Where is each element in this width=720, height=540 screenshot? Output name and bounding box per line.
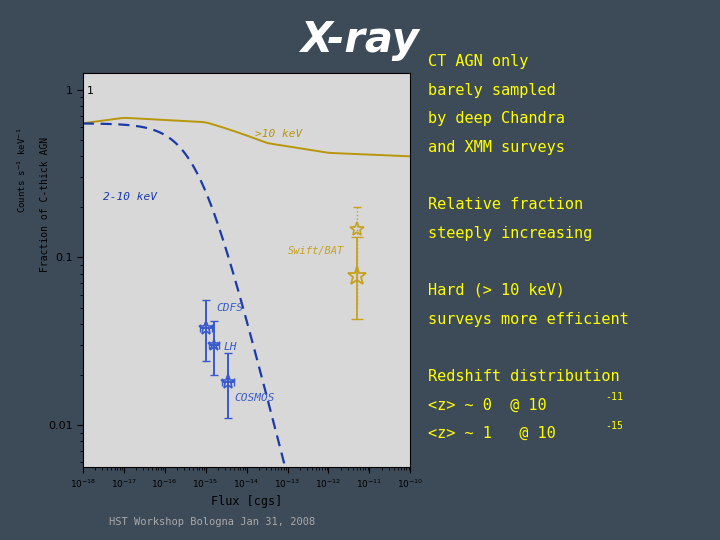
Text: barely sampled: barely sampled bbox=[428, 83, 556, 98]
Text: X-ray: X-ray bbox=[300, 19, 420, 61]
Text: Swift/BAT: Swift/BAT bbox=[287, 246, 344, 256]
Text: -11: -11 bbox=[605, 392, 623, 402]
Text: Relative fraction: Relative fraction bbox=[428, 197, 583, 212]
Text: Hard (> 10 keV): Hard (> 10 keV) bbox=[428, 283, 565, 298]
Text: COSMOS: COSMOS bbox=[234, 393, 275, 403]
Text: <z> ~ 0  @ 10: <z> ~ 0 @ 10 bbox=[428, 397, 547, 413]
Text: 2-10 keV: 2-10 keV bbox=[103, 192, 157, 202]
Text: surveys more efficient: surveys more efficient bbox=[428, 312, 629, 327]
Text: LH: LH bbox=[224, 342, 238, 352]
Text: 1: 1 bbox=[87, 86, 94, 96]
Text: by deep Chandra: by deep Chandra bbox=[428, 111, 565, 126]
Text: CDFS: CDFS bbox=[216, 303, 243, 313]
Text: steeply increasing: steeply increasing bbox=[428, 226, 593, 241]
X-axis label: Flux [cgs]: Flux [cgs] bbox=[211, 496, 282, 509]
Text: <z> ~ 1   @ 10: <z> ~ 1 @ 10 bbox=[428, 426, 556, 441]
Text: CT AGN only: CT AGN only bbox=[428, 54, 528, 69]
Text: Fraction of C-thick AGN: Fraction of C-thick AGN bbox=[40, 137, 50, 272]
Text: HST Workshop Bologna Jan 31, 2008: HST Workshop Bologna Jan 31, 2008 bbox=[109, 517, 315, 527]
Text: Redshift distribution: Redshift distribution bbox=[428, 369, 620, 384]
Text: -15: -15 bbox=[605, 421, 623, 431]
Text: and XMM surveys: and XMM surveys bbox=[428, 140, 565, 155]
Text: Counts s$^{-1}$ keV$^{-1}$: Counts s$^{-1}$ keV$^{-1}$ bbox=[15, 127, 28, 213]
Text: >10 keV: >10 keV bbox=[255, 129, 302, 139]
